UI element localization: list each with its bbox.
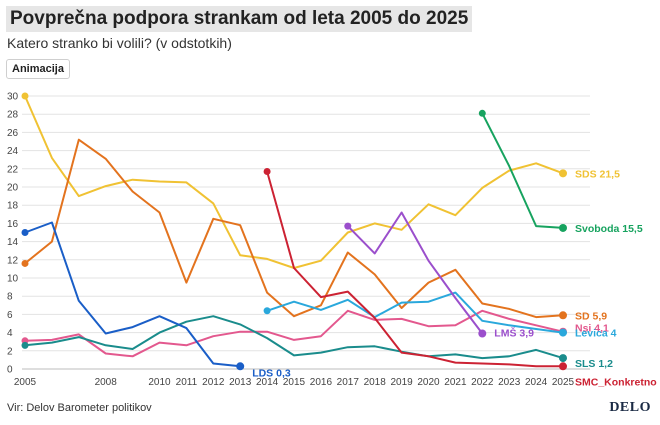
x-tick-label: 2019	[390, 377, 413, 388]
x-tick-label: 2016	[310, 377, 333, 388]
series-end-label-lm-: LMŠ 3,9	[494, 327, 534, 340]
series-start-point-levica	[263, 307, 271, 315]
series-start-point-smc-konkretno	[263, 168, 271, 176]
y-tick-label: 16	[7, 219, 19, 230]
series-line-svoboda	[481, 112, 564, 229]
series-line-levica	[266, 291, 564, 334]
page-subtitle: Katero stranko bi volili? (v odstotkih)	[7, 35, 232, 51]
series-end-point-lds	[236, 362, 245, 371]
y-tick-label: 18	[7, 201, 19, 212]
series-start-point-sls	[21, 341, 29, 349]
series-end-label-lds: LDS 0,3	[252, 367, 291, 379]
x-tick-label: 2015	[283, 377, 306, 388]
y-tick-label: 22	[7, 164, 19, 175]
series-end-label-sd: SD 5,9	[575, 310, 607, 322]
y-tick-label: 8	[7, 292, 13, 303]
x-tick-label: 2018	[364, 377, 387, 388]
y-tick-label: 24	[7, 146, 19, 157]
animation-button[interactable]: Animacija	[6, 59, 70, 79]
series-end-label-sls: SLS 1,2	[575, 358, 613, 370]
series-end-point-levica	[559, 328, 567, 337]
series-line-smc-konkretno	[266, 171, 563, 368]
y-tick-label: 2	[7, 346, 13, 357]
y-tick-label: 20	[7, 183, 19, 194]
series-line-sd	[24, 138, 564, 319]
y-tick-label: 4	[7, 328, 13, 339]
y-tick-label: 14	[7, 237, 19, 248]
series-end-point-sls	[559, 354, 567, 363]
x-tick-label: 2023	[498, 377, 521, 388]
series-end-label-smc-konkretno: SMC_Konkretno	[575, 376, 657, 388]
series-end-label-levica: Levica 4	[575, 328, 617, 340]
series-end-point-sds	[559, 169, 567, 178]
x-tick-label: 2008	[95, 377, 118, 388]
y-tick-label: 10	[7, 274, 19, 285]
x-tick-label: 2011	[176, 377, 198, 388]
x-tick-label: 2021	[444, 377, 467, 388]
series-start-point-lds	[21, 229, 29, 236]
series-end-label-nsi: Nsi 4,1	[575, 323, 609, 335]
x-tick-label: 2024	[525, 377, 548, 388]
series-start-point-sds	[21, 92, 29, 100]
series-start-point-lm-	[344, 222, 352, 230]
series-end-point-sd	[559, 311, 567, 320]
series-line-nsi	[24, 309, 564, 358]
x-tick-label: 2010	[148, 377, 171, 388]
x-tick-label: 2025	[552, 377, 575, 388]
series-line-sds	[24, 95, 564, 269]
delo-logo: DELO	[609, 400, 651, 415]
series-line-lds	[24, 221, 241, 368]
series-start-point-svoboda	[478, 109, 486, 117]
y-tick-label: 28	[7, 110, 19, 121]
series-end-label-svoboda: Svoboda 15,5	[575, 223, 643, 235]
page-title: Povprečna podpora strankam od leta 2005 …	[6, 6, 473, 32]
series-line-lm-	[347, 211, 484, 335]
series-start-point-sd	[21, 259, 29, 267]
x-tick-label: 2013	[229, 377, 252, 388]
series-end-point-lm-	[478, 329, 487, 338]
y-tick-label: 0	[7, 365, 13, 376]
y-tick-label: 26	[7, 128, 19, 139]
series-end-point-smc-konkretno	[559, 362, 567, 371]
x-tick-label: 2012	[202, 377, 225, 388]
y-tick-label: 30	[7, 92, 19, 103]
source-note: Vir: Delov Barometer politikov	[7, 402, 152, 414]
x-tick-label: 2022	[471, 377, 494, 388]
series-end-label-sds: SDS 21,5	[575, 168, 620, 180]
x-tick-label: 2017	[337, 377, 360, 388]
series-line-sls	[24, 315, 564, 360]
x-tick-label: 2014	[256, 377, 279, 388]
series-end-point-svoboda	[559, 223, 567, 232]
y-tick-label: 6	[7, 310, 13, 321]
y-tick-label: 12	[7, 255, 19, 266]
x-tick-label: 2005	[14, 377, 37, 388]
x-tick-label: 2020	[417, 377, 440, 388]
